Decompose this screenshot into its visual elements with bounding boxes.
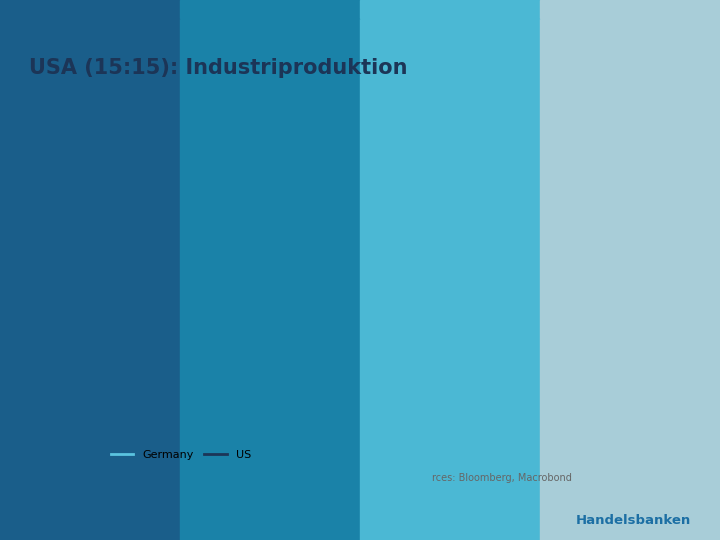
Text: USA (15:15): Industriproduktion: USA (15:15): Industriproduktion <box>29 58 408 78</box>
Legend: Germany, US: Germany, US <box>107 446 255 464</box>
Text: rces: Bloomberg, Macrobond: rces: Bloomberg, Macrobond <box>432 473 572 483</box>
Text: Industrial Production: Industrial Production <box>97 102 245 115</box>
Text: Industriproduktion förv. -0,4% mom i okt vs -0,4% mom i sep: Industriproduktion förv. -0,4% mom i okt… <box>39 500 400 513</box>
Text: Handelsbanken: Handelsbanken <box>576 514 691 526</box>
FancyBboxPatch shape <box>4 475 468 538</box>
Y-axis label: Index, March 2009=100: Index, March 2009=100 <box>51 209 60 334</box>
